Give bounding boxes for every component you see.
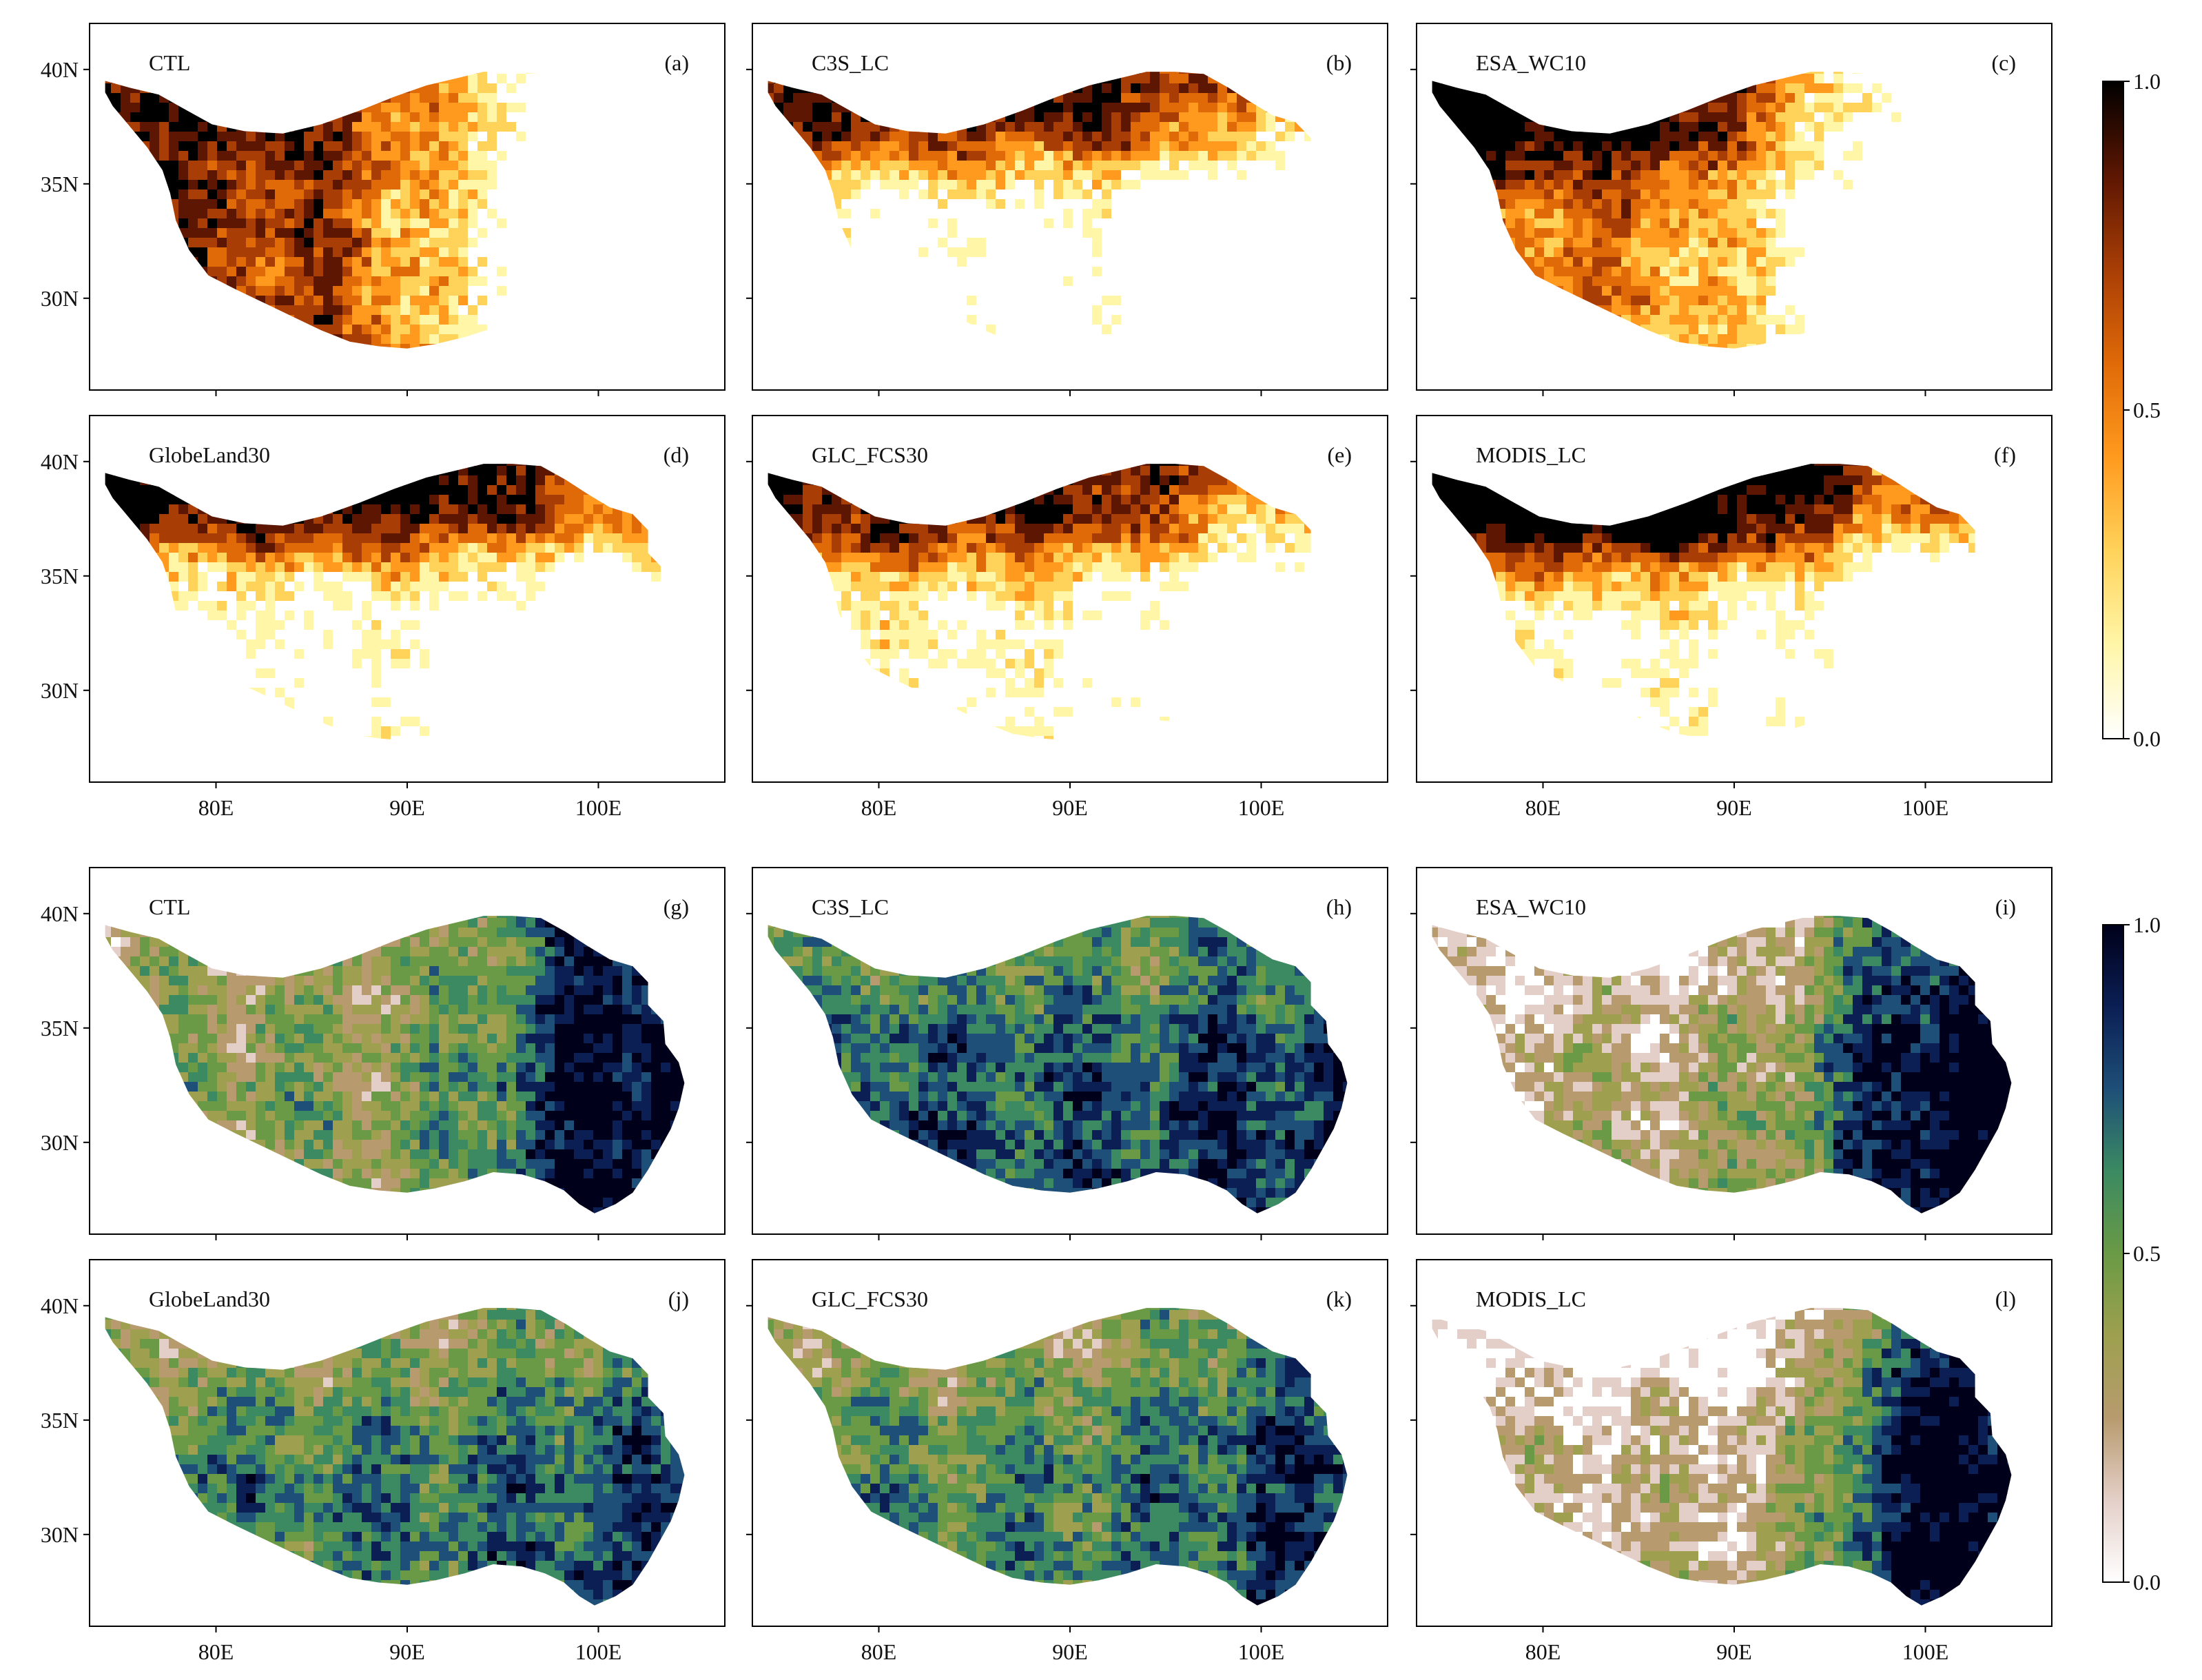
colorbar-gradient [2102, 81, 2124, 739]
lon-tick-label: 90E [389, 795, 425, 820]
map-panel: 80E 90E 100E MODIS_LC (l) [1410, 1259, 2052, 1664]
colorbar-tick-label: 0.5 [2133, 398, 2161, 422]
panel-letter: (j) [668, 1287, 689, 1311]
lon-tick-label: 100E [1902, 1639, 1949, 1664]
lat-tick-label: 35N [41, 1408, 79, 1433]
panel-title: MODIS_LC [1476, 442, 1586, 467]
lat-tick-label: 35N [41, 172, 79, 196]
colorbar-tick-label: 0.5 [2133, 1241, 2161, 1266]
raster-field [768, 1308, 1348, 1606]
panel-title: MODIS_LC [1476, 1287, 1586, 1311]
colorbar-gradient [2102, 924, 2124, 1583]
raster-field [105, 72, 685, 369]
map-panel: 40N 35N 30N CTL (a) [41, 23, 726, 396]
map-panel: 80E 90E 100E GLC_FCS30 (e) [746, 415, 1388, 820]
panel-letter: (a) [664, 50, 689, 75]
lon-tick-label: 90E [1052, 795, 1088, 820]
map-panel: 40N 35N 30N CTL (g) [41, 867, 726, 1240]
lat-tick-label: 40N [41, 57, 79, 82]
lon-tick-label: 80E [1525, 1639, 1561, 1664]
map-panel: 80E 90E 100E GLC_FCS30 (k) [746, 1259, 1388, 1664]
raster-field [1432, 72, 2012, 369]
lon-tick-label: 90E [1716, 1639, 1752, 1664]
panel-title: GlobeLand30 [149, 1287, 270, 1311]
colorbar-tick-label: 1.0 [2133, 912, 2161, 937]
lon-tick-label: 80E [861, 1639, 897, 1664]
lat-tick-label: 40N [41, 1293, 79, 1318]
panel-title: C3S_LC [812, 894, 889, 919]
lon-tick-label: 90E [1052, 1639, 1088, 1664]
colorbar-tick-label: 1.0 [2133, 69, 2161, 94]
map-panel: 80E 90E 100E MODIS_LC (f) [1410, 415, 2052, 820]
raster-field [1432, 464, 2012, 761]
raster-field [768, 72, 1348, 369]
raster-field [105, 916, 685, 1213]
lon-tick-label: 90E [1716, 795, 1752, 820]
lon-tick-label: 100E [575, 795, 622, 820]
lon-tick-label: 100E [1238, 1639, 1285, 1664]
map-panel: C3S_LC (h) [746, 867, 1388, 1240]
panel-letter: (b) [1326, 50, 1352, 75]
colorbar-tick-label: 0.0 [2133, 726, 2161, 751]
lon-tick-label: 80E [861, 795, 897, 820]
raster-field [1432, 1308, 2012, 1606]
map-panel: 40N 35N 30N 80E 90E 100E GlobeLand30 (j) [41, 1259, 726, 1664]
panel-letter: (e) [1327, 442, 1352, 467]
lat-tick-label: 30N [41, 1522, 79, 1547]
lon-tick-label: 90E [389, 1639, 425, 1664]
lon-tick-label: 80E [198, 1639, 234, 1664]
panel-title: CTL [149, 894, 190, 919]
map-panel: C3S_LC (b) [746, 23, 1388, 396]
lon-tick-label: 80E [1525, 795, 1561, 820]
raster-field [105, 464, 685, 761]
panel-title: ESA_WC10 [1476, 894, 1586, 919]
panel-letter: (l) [1995, 1287, 2016, 1311]
map-panel: ESA_WC10 (i) [1410, 867, 2052, 1240]
colorbar-tick-label: 0.0 [2133, 1570, 2161, 1595]
lat-tick-label: 35N [41, 564, 79, 588]
raster-field [768, 916, 1348, 1213]
raster-field [105, 1308, 685, 1606]
panel-title: GlobeLand30 [149, 442, 270, 467]
colorbar-bottom: 1.0 0.5 0.0 [2102, 912, 2161, 1595]
lat-tick-label: 35N [41, 1016, 79, 1041]
raster-field [768, 464, 1348, 761]
lat-tick-label: 40N [41, 901, 79, 926]
panel-letter: (d) [663, 442, 689, 467]
panel-title: CTL [149, 50, 190, 75]
map-panel: ESA_WC10 (c) [1410, 23, 2052, 396]
lat-tick-label: 40N [41, 449, 79, 474]
lat-tick-label: 30N [41, 286, 79, 311]
lon-tick-label: 100E [575, 1639, 622, 1664]
panel-letter: (c) [1991, 50, 2016, 75]
panel-title: GLC_FCS30 [812, 1287, 928, 1311]
lat-tick-label: 30N [41, 678, 79, 703]
lat-tick-label: 30N [41, 1130, 79, 1155]
map-panel: 40N 35N 30N 80E 90E 100E GlobeLand30 (d) [41, 415, 726, 820]
panel-title: GLC_FCS30 [812, 442, 928, 467]
lon-tick-label: 100E [1902, 795, 1949, 820]
lon-tick-label: 80E [198, 795, 234, 820]
panel-letter: (k) [1326, 1287, 1352, 1311]
raster-field [1432, 916, 2012, 1213]
colorbar-top: 1.0 0.5 0.0 [2102, 69, 2161, 751]
panel-title: C3S_LC [812, 50, 889, 75]
panel-title: ESA_WC10 [1476, 50, 1586, 75]
panel-letter: (f) [1994, 442, 2016, 467]
panel-letter: (g) [663, 894, 689, 919]
lon-tick-label: 100E [1238, 795, 1285, 820]
panel-letter: (h) [1326, 894, 1352, 919]
panel-letter: (i) [1995, 894, 2016, 919]
